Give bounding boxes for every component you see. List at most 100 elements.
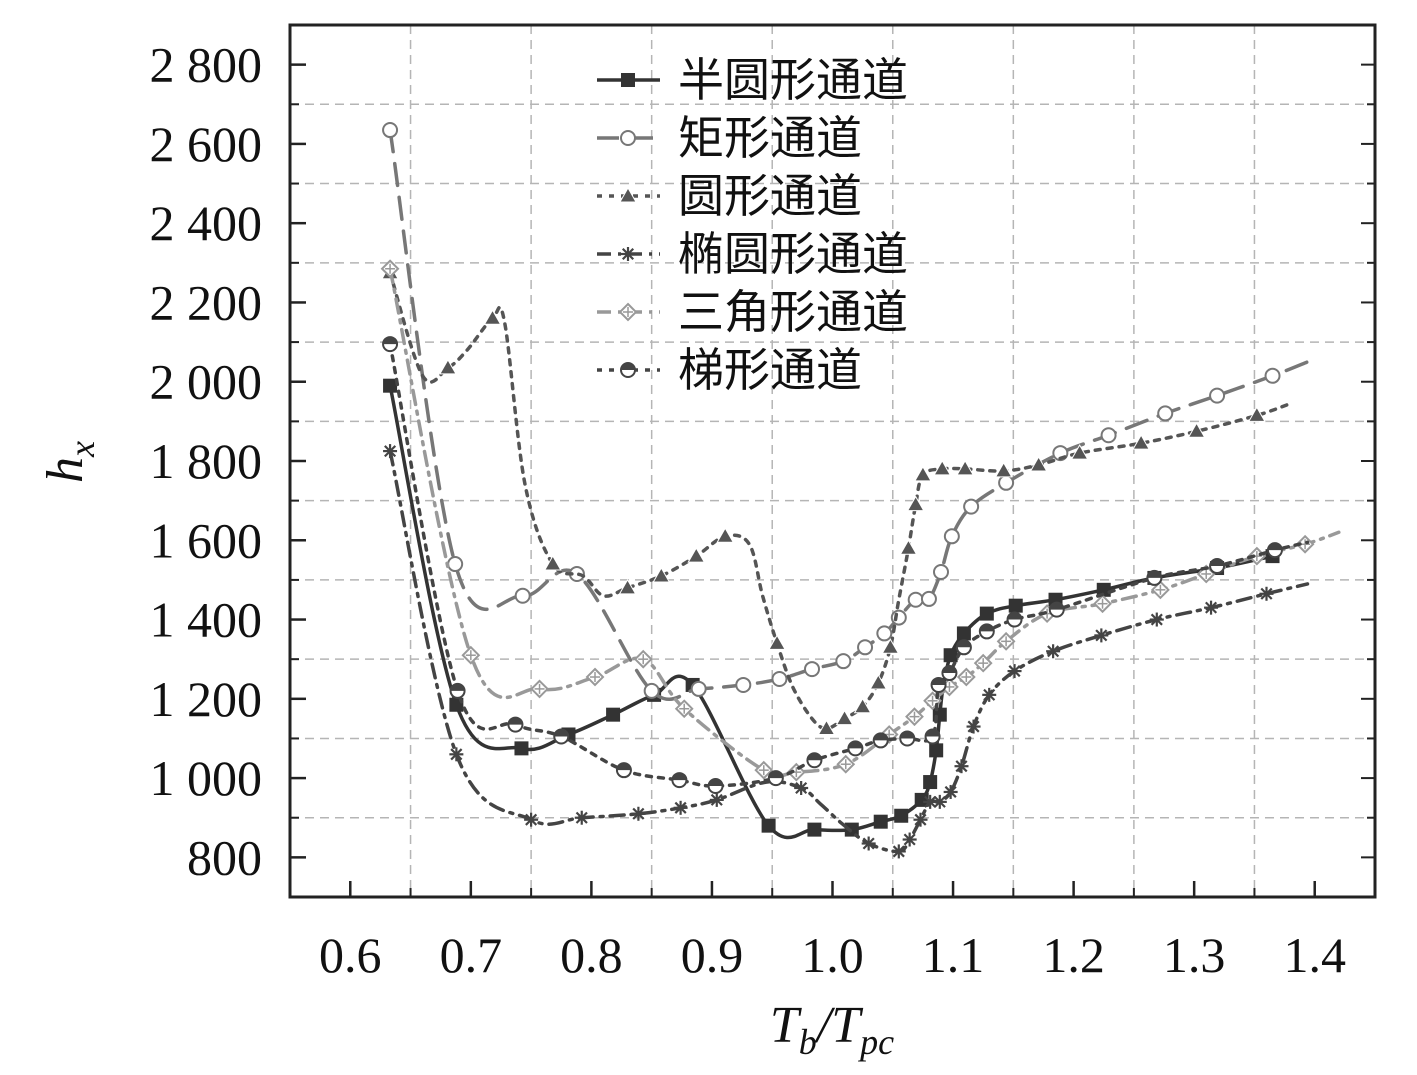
- data-point-marker: [449, 747, 464, 762]
- x-tick-label: 1.1: [922, 927, 985, 983]
- series-line: [388, 267, 1341, 778]
- data-point-marker: [978, 623, 995, 640]
- data-point-marker: [687, 547, 706, 563]
- data-point-marker: [861, 836, 876, 851]
- data-point-marker: [1132, 434, 1150, 450]
- data-point-marker: [933, 563, 949, 580]
- series-line: [388, 383, 1275, 840]
- series-6: [382, 336, 1310, 795]
- data-point-marker: [1046, 644, 1061, 659]
- data-point-marker: [618, 578, 637, 595]
- y-tick-label: 2 400: [150, 195, 263, 251]
- data-point-marker: [902, 832, 917, 847]
- data-point-marker: [461, 645, 481, 665]
- data-point-marker: [913, 812, 928, 827]
- legend-item: 三角形通道: [597, 285, 908, 339]
- data-point-marker: [1204, 600, 1219, 615]
- data-point-marker: [1150, 580, 1170, 600]
- data-point-marker: [631, 806, 646, 821]
- series-4: [383, 444, 1310, 859]
- data-point-marker: [943, 528, 960, 545]
- y-tick-label: 2 000: [150, 354, 263, 410]
- data-point-marker: [930, 676, 947, 693]
- data-point-marker: [907, 591, 924, 608]
- data-point-marker: [956, 667, 976, 687]
- data-point-marker: [924, 728, 941, 745]
- data-point-marker: [899, 730, 916, 747]
- series-line: [388, 449, 1310, 854]
- data-point-marker: [524, 812, 539, 827]
- x-tick-label: 1.4: [1283, 927, 1346, 983]
- series-line: [388, 342, 1310, 788]
- data-point-marker: [754, 760, 774, 780]
- data-point-marker: [956, 626, 971, 641]
- data-point-marker: [973, 653, 993, 673]
- data-point-marker: [674, 699, 694, 719]
- data-point-marker: [872, 732, 889, 749]
- data-point-marker: [530, 679, 549, 699]
- data-point-marker: [543, 555, 562, 571]
- data-point-marker: [707, 778, 724, 795]
- data-point-marker: [383, 378, 398, 393]
- grid-lines: [290, 25, 1375, 897]
- data-point-marker: [1266, 542, 1283, 559]
- x-axis-label: Tb/Tpc: [770, 997, 894, 1062]
- x-tick-label: 1.2: [1042, 927, 1105, 983]
- data-point-marker: [439, 358, 457, 375]
- data-point-marker: [996, 631, 1016, 651]
- data-point-marker: [380, 259, 400, 279]
- data-point-marker: [1264, 367, 1281, 384]
- data-point-marker: [853, 697, 872, 714]
- data-point-marker: [817, 719, 836, 736]
- data-point-marker: [507, 716, 524, 733]
- data-point-marker: [767, 770, 784, 787]
- data-point-marker: [786, 762, 806, 782]
- data-point-marker: [943, 784, 958, 799]
- legend-item: 梯形通道: [597, 343, 862, 397]
- data-point-marker: [933, 459, 952, 476]
- data-point-marker: [553, 728, 570, 745]
- data-point-marker: [794, 781, 809, 795]
- data-point-marker: [994, 461, 1013, 478]
- legend-label: 半圆形通道: [678, 53, 908, 107]
- data-point-marker: [761, 818, 776, 833]
- data-point-marker: [768, 634, 786, 650]
- data-point-marker: [1100, 427, 1117, 444]
- legend-marker: [619, 186, 637, 203]
- data-point-marker: [836, 754, 856, 774]
- legend-label: 梯形通道: [678, 343, 862, 397]
- data-point-marker: [1209, 387, 1226, 404]
- data-point-marker: [673, 800, 688, 815]
- legend-label: 三角形通道: [678, 285, 908, 339]
- data-point-marker: [1247, 406, 1266, 422]
- data-point-marker: [447, 556, 464, 573]
- data-point-marker: [615, 762, 632, 779]
- data-point-marker: [585, 667, 605, 687]
- data-point-marker: [835, 653, 852, 670]
- data-point-marker: [574, 810, 589, 825]
- data-point-marker: [771, 671, 788, 687]
- x-tick-label: 0.9: [681, 927, 744, 983]
- data-point-marker: [643, 682, 660, 699]
- data-point-marker: [963, 498, 980, 515]
- x-tick-label: 1.3: [1163, 927, 1226, 983]
- series-2: [382, 122, 1310, 702]
- data-point-marker: [735, 676, 752, 693]
- data-point-marker: [382, 336, 399, 353]
- data-point-marker: [382, 122, 399, 139]
- legend-label: 矩形通道: [678, 111, 862, 165]
- data-point-marker: [869, 673, 888, 690]
- data-point-marker: [835, 709, 854, 726]
- data-point-marker: [920, 590, 937, 607]
- data-point-marker: [941, 665, 958, 682]
- legend-item: 半圆形通道: [597, 53, 908, 107]
- data-point-marker: [1146, 569, 1163, 586]
- data-point-marker: [633, 649, 653, 669]
- data-point-marker: [905, 707, 924, 727]
- data-point-marker: [514, 741, 529, 756]
- data-point-marker: [383, 444, 398, 459]
- data-point-marker: [943, 648, 958, 663]
- data-point-marker: [932, 794, 947, 809]
- x-tick-label: 1.0: [801, 927, 864, 983]
